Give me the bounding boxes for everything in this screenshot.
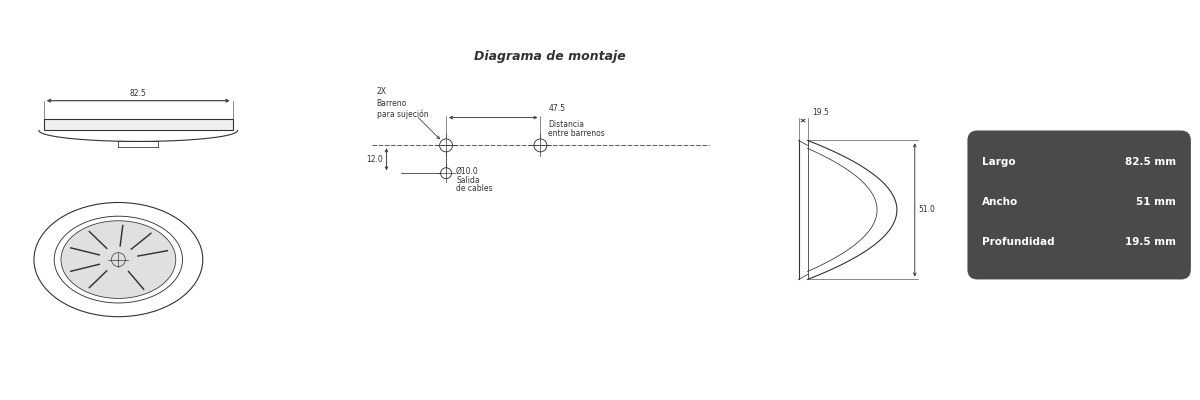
Text: Salida: Salida: [456, 176, 480, 185]
Text: 19.5 mm: 19.5 mm: [1124, 237, 1176, 247]
Text: para sujeción: para sujeción: [377, 109, 428, 118]
Polygon shape: [44, 118, 233, 130]
Text: 82.5: 82.5: [130, 89, 146, 98]
Text: Ø10.0: Ø10.0: [456, 167, 479, 176]
Text: 51 mm: 51 mm: [1136, 197, 1176, 207]
Text: Diagrama de montaje: Diagrama de montaje: [474, 50, 626, 62]
Text: 12.0: 12.0: [366, 155, 383, 164]
Text: Barreno: Barreno: [377, 99, 407, 108]
Text: 19.5: 19.5: [812, 108, 829, 116]
Text: 51.0: 51.0: [919, 206, 936, 214]
Text: de cables: de cables: [456, 184, 492, 192]
Text: Profundidad: Profundidad: [983, 237, 1055, 247]
Text: Largo: Largo: [983, 157, 1016, 167]
Ellipse shape: [61, 221, 175, 298]
Text: Distancia: Distancia: [548, 120, 584, 128]
FancyBboxPatch shape: [967, 130, 1190, 280]
Text: Ancho: Ancho: [983, 197, 1019, 207]
Text: 82.5 mm: 82.5 mm: [1124, 157, 1176, 167]
Text: 47.5: 47.5: [548, 104, 565, 113]
Text: entre barrenos: entre barrenos: [548, 130, 605, 138]
Text: 2X: 2X: [377, 87, 386, 96]
